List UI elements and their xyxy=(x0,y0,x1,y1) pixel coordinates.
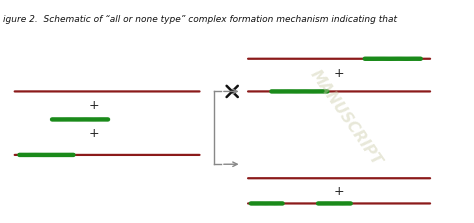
Text: +: + xyxy=(333,67,344,80)
Text: +: + xyxy=(89,127,100,140)
Text: +: + xyxy=(333,185,344,198)
Text: igure 2.  Schematic of “all or none type” complex formation mechanism indicating: igure 2. Schematic of “all or none type”… xyxy=(3,15,398,24)
Text: MANUSCRIPT: MANUSCRIPT xyxy=(308,67,385,168)
Text: +: + xyxy=(89,99,100,112)
